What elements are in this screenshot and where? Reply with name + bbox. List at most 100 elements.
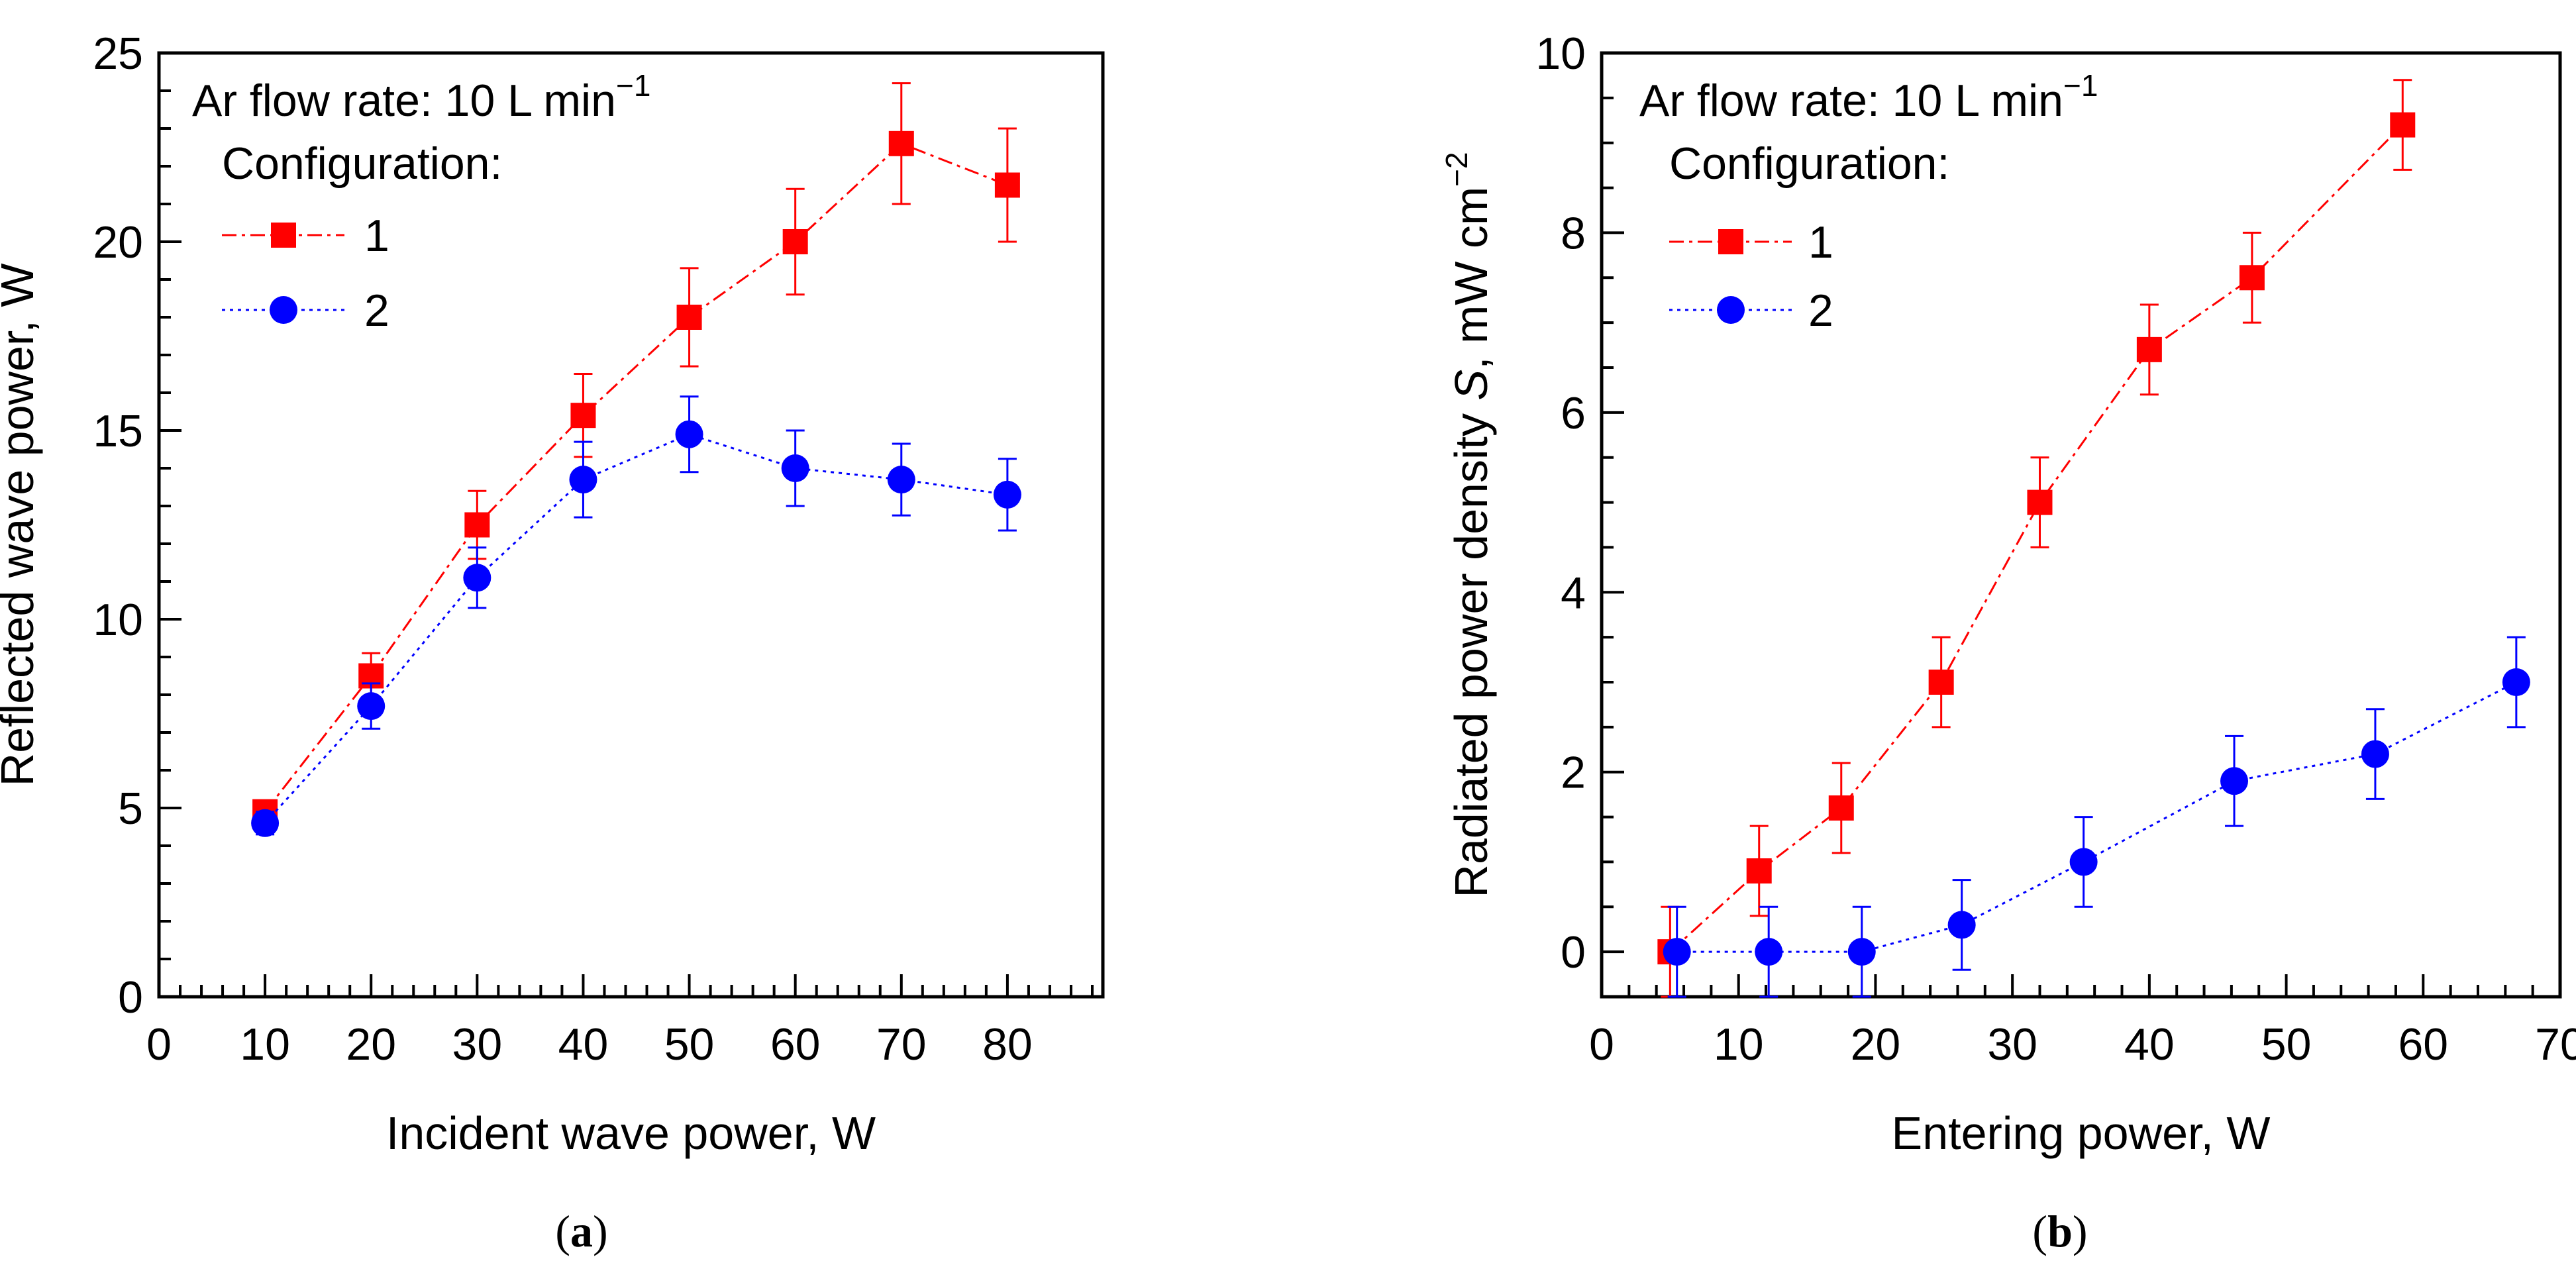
data-point [1847,938,1876,966]
x-tick-label: 20 [1851,1019,1901,1070]
data-point [2239,265,2265,291]
y-tick-label: 5 [118,783,143,834]
panel-label-paren: ) [2073,1206,2088,1256]
data-point [1928,670,1954,695]
series-2 [1663,636,2530,998]
panel-label: (a) [555,1206,607,1256]
x-axis-label: Incident wave power, W [386,1107,876,1159]
flow-rate-text: Ar flow rate: 10 L min [192,76,616,126]
panel-a: 0 10 20 30 40 50 60 70 80 0 5 10 15 20 25 Incident wave… [0,28,1105,1256]
data-point [569,466,597,494]
panel-label-letter: b [2047,1206,2073,1256]
flow-rate-superscript: −1 [2063,68,2098,103]
y-tick-label: 0 [1561,927,1586,978]
data-point [676,305,702,330]
data-point [2390,112,2416,138]
data-point [782,229,808,254]
y-axis-label-superscript: −2 [1439,152,1474,186]
data-point [1828,795,1854,821]
x-tick-label: 30 [452,1019,503,1070]
series-1 [1657,79,2416,998]
x-tick-label: 0 [1589,1019,1614,1070]
x-tick-label: 0 [146,1019,172,1070]
data-point [781,454,809,482]
data-point [1746,858,1772,883]
x-tick-label: 30 [1987,1019,2037,1070]
data-point [570,403,596,429]
data-point [2027,489,2053,515]
y-tick-label: 8 [1561,208,1586,258]
data-point [2220,767,2249,795]
x-tick-label: 40 [2124,1019,2175,1070]
data-point [2136,336,2162,362]
panel-label-letter: a [570,1206,593,1256]
y-axis-label-text: Radiated power density [1445,413,1497,898]
x-tick-label: 10 [1714,1019,1764,1070]
series-line [1676,681,2517,953]
plot-frame [157,51,1105,999]
legend-label: 1 [1808,217,1833,268]
y-tick-label: 25 [93,28,143,79]
data-point [993,480,1021,509]
x-tick-label: 50 [664,1019,715,1070]
x-tick-label: 80 [982,1019,1033,1070]
data-point [888,130,914,156]
flow-rate-superscript: −1 [616,68,650,103]
legend-entry-2: 2 [222,285,389,336]
y-tick-label: 10 [93,595,143,645]
x-tick-label: 70 [2535,1019,2576,1070]
y-axis-label: Radiated power density S, mW cm−2 [1439,152,1497,897]
x-tick-label: 10 [240,1019,290,1070]
series-line [1669,124,2404,953]
minor-ticks [159,89,1094,997]
y-tick-label: 6 [1561,388,1586,438]
data-point [2502,668,2530,696]
legend-entry-1: 1 [1669,217,1833,268]
legend-label: 1 [364,211,389,261]
data-point [2069,848,2098,876]
major-ticks [158,52,1009,998]
legend-marker [271,223,296,248]
y-axis-label-text: Reflected wave power, W [0,264,43,787]
data-point [463,564,491,592]
legend-entry-1: 1 [222,211,389,261]
y-axis-label: Reflected wave power, W [0,264,43,787]
series-2 [251,395,1021,837]
y-tick-label: 15 [93,406,143,456]
plot-frame [1600,51,2562,999]
data-point [887,466,915,494]
x-tick-label: 70 [876,1019,927,1070]
data-point [1755,938,1783,966]
x-tick-label: 60 [2398,1019,2448,1070]
minor-ticks [1602,96,2534,998]
flow-rate-annotation: Ar flow rate: 10 L min−1 [192,68,650,126]
panel-label-paren: ( [2032,1206,2047,1256]
x-axis-label: Entering power, W [1892,1107,2271,1159]
legend-marker [1718,229,1743,254]
y-tick-label: 2 [1561,748,1586,798]
legend-marker [1717,296,1745,324]
flow-rate-annotation: Ar flow rate: 10 L min−1 [1639,68,2098,126]
panel-label: (b) [2032,1206,2087,1256]
panel-label-paren: ) [593,1206,608,1256]
data-point [357,692,386,721]
legend-title: Configuration: [222,138,502,189]
y-axis-label-unit: , mW cm [1445,187,1497,370]
y-tick-label: 4 [1561,568,1586,618]
x-tick-label: 20 [346,1019,396,1070]
data-point [675,420,703,448]
legend-label: 2 [1808,285,1833,336]
panel-b: 0 10 20 30 40 50 60 70 0 2 4 6 8 10 Entering power, W R… [1439,28,2576,1256]
y-tick-label: 10 [1535,28,1586,79]
x-tick-label: 60 [770,1019,821,1070]
legend-marker [270,296,297,324]
y-tick-label: 20 [93,217,143,268]
x-tick-label: 40 [558,1019,609,1070]
flow-rate-text: Ar flow rate: 10 L min [1639,76,2063,126]
data-point [1947,911,1976,939]
data-point [2361,740,2389,768]
y-axis-label-symbol: S [1445,370,1497,413]
legend-entry-2: 2 [1669,285,1833,336]
series-line [264,433,1008,824]
x-tick-label: 50 [2261,1019,2312,1070]
